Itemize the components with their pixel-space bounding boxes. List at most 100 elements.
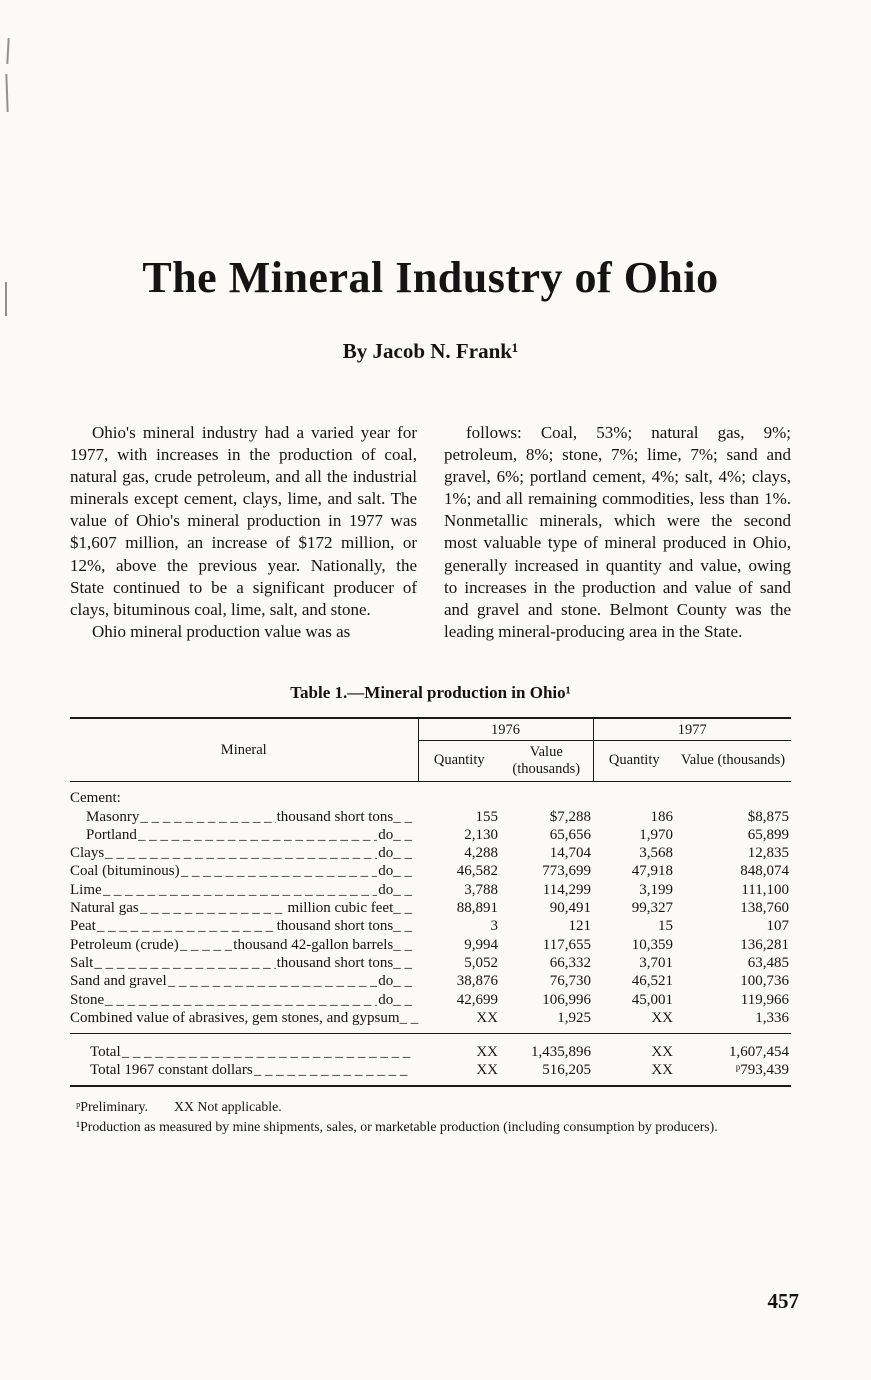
cell-value-1977: 111,100 xyxy=(741,881,789,898)
cell-quantity-1976 xyxy=(418,782,500,808)
row-label: Lime xyxy=(70,881,102,898)
column-header-value-1976: Value (thousands) xyxy=(500,740,593,783)
row-label: Total 1967 constant dollars xyxy=(90,1062,253,1079)
row-unit: do xyxy=(378,972,412,990)
table-row: Stone do 42,699 106,996 45,001 119,966 xyxy=(70,991,791,1009)
body-text: Ohio's mineral industry had a varied yea… xyxy=(70,422,791,643)
row-label: Masonry xyxy=(86,808,140,825)
cell-quantity-1977: 186 xyxy=(650,808,674,825)
column-group-1976: 1976 xyxy=(418,717,593,741)
row-unit: do xyxy=(378,881,412,899)
footnote-preliminary: ᵖPreliminary. xyxy=(76,1098,148,1114)
year-header-row: Mineral 1976 1977 xyxy=(70,717,791,783)
leader-dashes xyxy=(254,1061,411,1079)
leader-dashes xyxy=(181,862,378,880)
column-header-mineral: Mineral xyxy=(70,717,419,783)
footnote-line: ᵖPreliminary. XX Not applicable. xyxy=(70,1097,791,1117)
table-block: Table 1.—Mineral production in Ohio¹ Min… xyxy=(70,683,791,1137)
cell-quantity-1977: 3,701 xyxy=(639,954,673,971)
table-row: Masonry thousand short tons 155 $7,288 18… xyxy=(70,808,791,826)
page-title: The Mineral Industry of Ohio xyxy=(142,253,719,302)
cell-value-1977: 12,835 xyxy=(747,845,789,862)
column-header-quantity-1977: Quantity xyxy=(592,740,675,783)
column-group-1977: 1977 xyxy=(592,717,791,741)
table-row: Clays do 4,288 14,704 3,568 12,835 xyxy=(70,844,791,862)
row-unit: thousand short tons xyxy=(277,954,412,972)
cell-value-1976: 1,925 xyxy=(557,1009,591,1026)
leader-dashes xyxy=(140,808,275,826)
row-unit: thousand 42-gallon barrels xyxy=(233,936,412,954)
cell-value-1977: $8,875 xyxy=(747,808,789,825)
cell-value-1976: 114,299 xyxy=(542,881,591,898)
row-unit: do xyxy=(378,826,412,844)
cell-value-1977: 107 xyxy=(766,918,790,935)
cell-value-1976: 773,699 xyxy=(542,863,591,880)
cell-quantity-1976: 155 xyxy=(475,808,499,825)
scan-artifact xyxy=(6,37,10,65)
cell-quantity-1977: 15 xyxy=(658,918,673,935)
cell-quantity-1976: 9,994 xyxy=(464,936,498,953)
table-row: Salt thousand short tons 5,052 66,332 3,7… xyxy=(70,954,791,972)
leader-dashes xyxy=(122,1043,411,1061)
row-label: Stone xyxy=(70,991,105,1008)
cell-value-1976: 117,655 xyxy=(542,936,591,953)
right-column: follows: Coal, 53%; natural gas, 9%; pet… xyxy=(444,422,791,643)
row-unit xyxy=(400,1009,419,1027)
row-label: Portland xyxy=(86,826,137,843)
cell-quantity-1977: 99,327 xyxy=(631,900,673,917)
cell-quantity-1976: 46,582 xyxy=(456,863,498,880)
leader-dashes xyxy=(168,972,378,990)
leader-dashes xyxy=(138,826,377,844)
table-title: Table 1.—Mineral production in Ohio¹ xyxy=(290,682,571,702)
cell-value-1976: 66,332 xyxy=(549,954,591,971)
row-label: Petroleum (crude) xyxy=(70,936,179,953)
row-label: Combined value of abrasives, gem stones,… xyxy=(70,1009,400,1026)
cell-value-1976: 90,491 xyxy=(549,900,591,917)
leader-dashes xyxy=(97,917,276,935)
table-row: Cement: xyxy=(70,782,791,808)
leader-dashes xyxy=(103,881,378,899)
footnote-production: ¹Production as measured by mine shipment… xyxy=(76,1118,718,1134)
cell-quantity-1976: 42,699 xyxy=(456,991,498,1008)
byline: By Jacob N. Frank¹ xyxy=(342,339,519,363)
scan-artifact xyxy=(5,73,9,113)
cell-quantity-1976: XX xyxy=(476,1009,498,1026)
cell-value-1977: 1,607,454 xyxy=(675,1033,791,1062)
cell-value-1976: 121 xyxy=(568,918,592,935)
table-row: Lime do 3,788 114,299 3,199 111,100 xyxy=(70,881,791,899)
table-row: Combined value of abrasives, gem stones,… xyxy=(70,1009,791,1034)
cell-quantity-1977: 3,199 xyxy=(639,881,673,898)
cell-quantity-1976: XX xyxy=(476,1062,498,1079)
row-unit: do xyxy=(378,991,412,1009)
cell-value-1977: 848,074 xyxy=(740,863,789,880)
footnote-xx: XX Not applicable. xyxy=(173,1098,282,1114)
cell-quantity-1977: 10,359 xyxy=(631,936,673,953)
cell-quantity-1977: 1,970 xyxy=(639,826,673,843)
cell-value-1977: ᵖ793,439 xyxy=(735,1062,789,1079)
cell-quantity-1977: 45,001 xyxy=(631,991,673,1008)
cell-quantity-1977: XX xyxy=(651,1009,673,1026)
table-row: Peat thousand short tons 3 121 15 107 xyxy=(70,917,791,935)
row-label: Peat xyxy=(70,918,96,935)
leader-dashes xyxy=(94,954,275,972)
cell-value-1977: 65,899 xyxy=(747,826,789,843)
scan-artifact xyxy=(5,282,7,316)
cell-value-1977: 63,485 xyxy=(747,954,789,971)
cell-value-1977 xyxy=(675,782,791,808)
cell-value-1976: $7,288 xyxy=(549,808,591,825)
cell-quantity-1976: 5,052 xyxy=(464,954,498,971)
cell-quantity-1977 xyxy=(593,782,675,808)
footnote-line: ¹Production as measured by mine shipment… xyxy=(70,1117,791,1137)
column-header-quantity-1976: Quantity xyxy=(418,740,500,783)
cell-quantity-1976: XX xyxy=(418,1033,500,1062)
column-header-value-1977: Value (thousands) xyxy=(675,740,791,783)
cell-value-1976: 65,656 xyxy=(549,826,591,843)
row-unit: do xyxy=(378,844,412,862)
row-label: Salt xyxy=(70,954,94,971)
table-row: Sand and gravel do 38,876 76,730 46,521 1… xyxy=(70,972,791,990)
row-label: Sand and gravel xyxy=(70,973,167,990)
row-label: Cement: xyxy=(70,790,121,807)
cell-quantity-1977: 3,568 xyxy=(639,845,673,862)
table-footnotes: ᵖPreliminary. XX Not applicable. ¹Product… xyxy=(70,1097,791,1137)
cell-quantity-1977: 47,918 xyxy=(631,863,673,880)
